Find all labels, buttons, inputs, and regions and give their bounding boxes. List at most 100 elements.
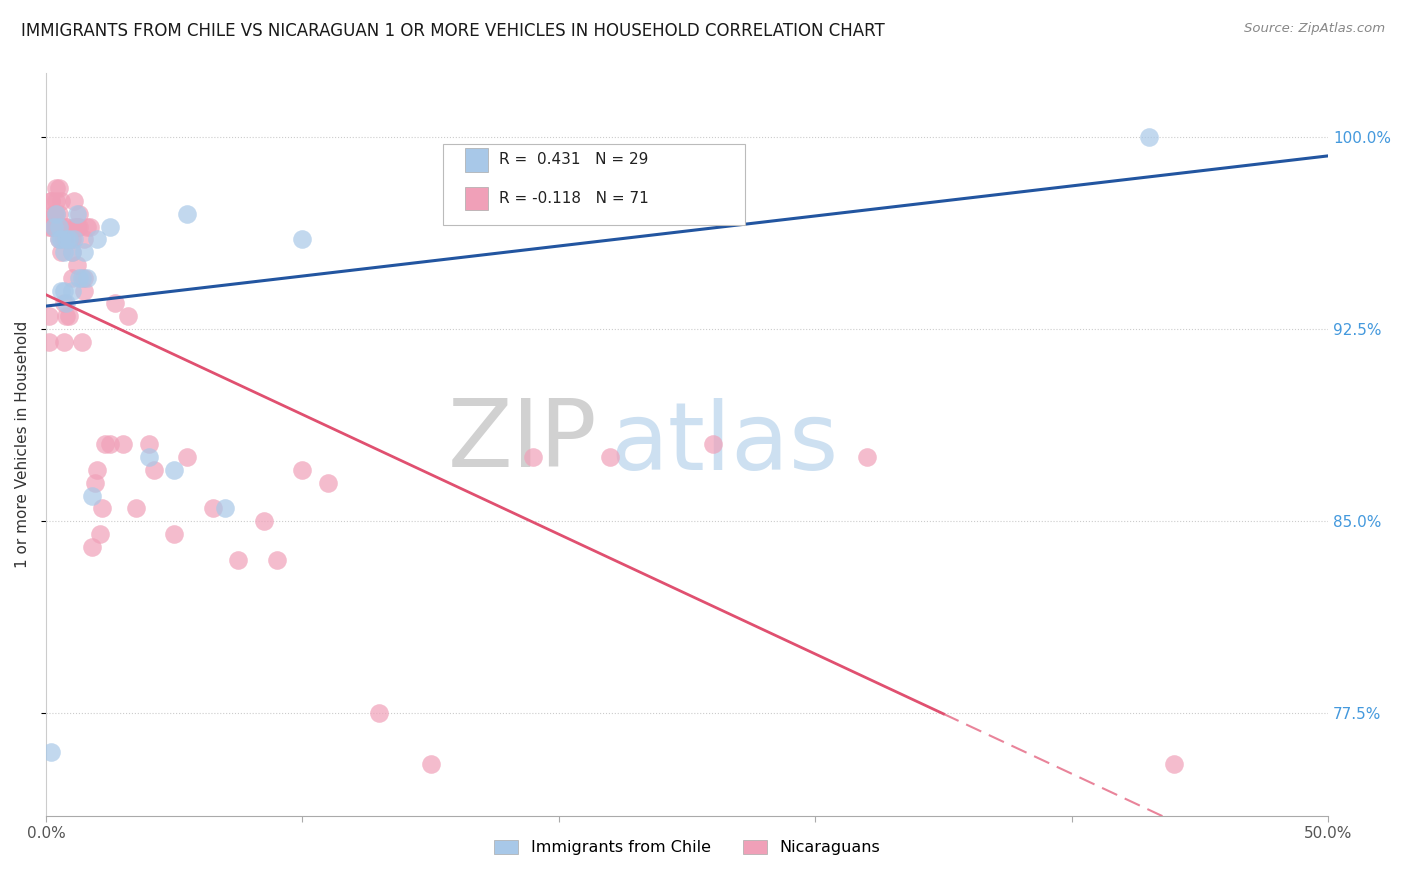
Point (67, 219, 90, 234)
Point (63, 232, 86, 246)
Point (201, 501, 224, 516)
Point (55, 310, 77, 324)
Point (39, 219, 62, 234)
Point (226, 552, 249, 566)
Point (58, 310, 80, 324)
Point (138, 450, 160, 464)
Point (855, 450, 877, 464)
Point (104, 296, 127, 310)
Text: atlas: atlas (610, 399, 838, 491)
Text: R =  0.431   N = 29: R = 0.431 N = 29 (499, 153, 648, 168)
Point (66, 258, 89, 272)
Point (291, 463, 314, 477)
Point (117, 310, 139, 324)
Point (45, 181, 67, 195)
Point (702, 437, 724, 451)
Point (91, 501, 114, 516)
Bar (465, 148, 488, 172)
Text: ZIP: ZIP (447, 394, 598, 487)
Point (94, 437, 117, 451)
Point (55, 296, 77, 310)
Point (51, 219, 73, 234)
Point (63, 219, 86, 234)
Point (60, 245, 83, 260)
Point (316, 475, 339, 490)
Point (60, 270, 83, 285)
Point (83, 475, 105, 490)
Point (52, 296, 75, 310)
Point (48, 232, 70, 246)
Point (73, 284, 96, 298)
Point (73, 232, 96, 246)
Text: Source: ZipAtlas.com: Source: ZipAtlas.com (1244, 22, 1385, 36)
Point (52, 232, 75, 246)
Point (39, 194, 62, 208)
Point (73, 245, 96, 260)
Point (38, 310, 60, 324)
Point (1163, 757, 1185, 772)
Point (76, 270, 98, 285)
Point (60, 245, 83, 260)
Point (38, 334, 60, 349)
Point (58, 232, 80, 246)
Point (51, 245, 73, 260)
Point (82, 489, 104, 503)
Point (67, 270, 90, 285)
Point (67, 207, 90, 221)
Point (45, 207, 67, 221)
Point (66, 219, 89, 234)
Point (125, 501, 148, 516)
Point (599, 450, 621, 464)
Point (266, 552, 288, 566)
Bar (465, 186, 488, 211)
Point (76, 219, 98, 234)
Point (86, 232, 108, 246)
Point (51, 284, 73, 298)
Point (82, 540, 104, 554)
Point (70, 270, 93, 285)
Point (176, 207, 198, 221)
Point (86, 463, 108, 477)
Point (419, 757, 441, 772)
Point (42, 219, 65, 234)
Point (48, 207, 70, 221)
Point (42, 219, 65, 234)
Point (89, 527, 111, 541)
Point (42, 207, 65, 221)
Point (51, 232, 73, 246)
Point (291, 232, 314, 246)
Point (60, 232, 83, 246)
Point (48, 232, 70, 246)
Point (79, 219, 101, 234)
Point (52, 245, 75, 260)
Point (45, 194, 67, 208)
Point (42, 207, 65, 221)
Point (73, 270, 96, 285)
Point (48, 219, 70, 234)
Point (39, 745, 62, 759)
Point (368, 706, 391, 721)
Point (51, 194, 73, 208)
Point (253, 514, 276, 528)
Point (60, 284, 83, 298)
Text: IMMIGRANTS FROM CHILE VS NICARAGUAN 1 OR MORE VEHICLES IN HOUSEHOLD CORRELATION : IMMIGRANTS FROM CHILE VS NICARAGUAN 1 OR… (21, 22, 884, 40)
Point (48, 219, 70, 234)
Point (98, 219, 121, 234)
Point (1137, 130, 1160, 145)
Point (38, 219, 60, 234)
Point (214, 501, 236, 516)
Point (52, 334, 75, 349)
Point (39, 194, 62, 208)
Point (45, 207, 67, 221)
Point (163, 527, 186, 541)
Point (52, 284, 75, 298)
Legend: Immigrants from Chile, Nicaraguans: Immigrants from Chile, Nicaraguans (486, 831, 889, 863)
FancyBboxPatch shape (443, 144, 745, 225)
Y-axis label: 1 or more Vehicles in Household: 1 or more Vehicles in Household (15, 321, 30, 568)
Point (163, 463, 186, 477)
Point (70, 334, 93, 349)
Point (142, 463, 165, 477)
Point (522, 450, 544, 464)
Point (66, 219, 89, 234)
Point (48, 181, 70, 195)
